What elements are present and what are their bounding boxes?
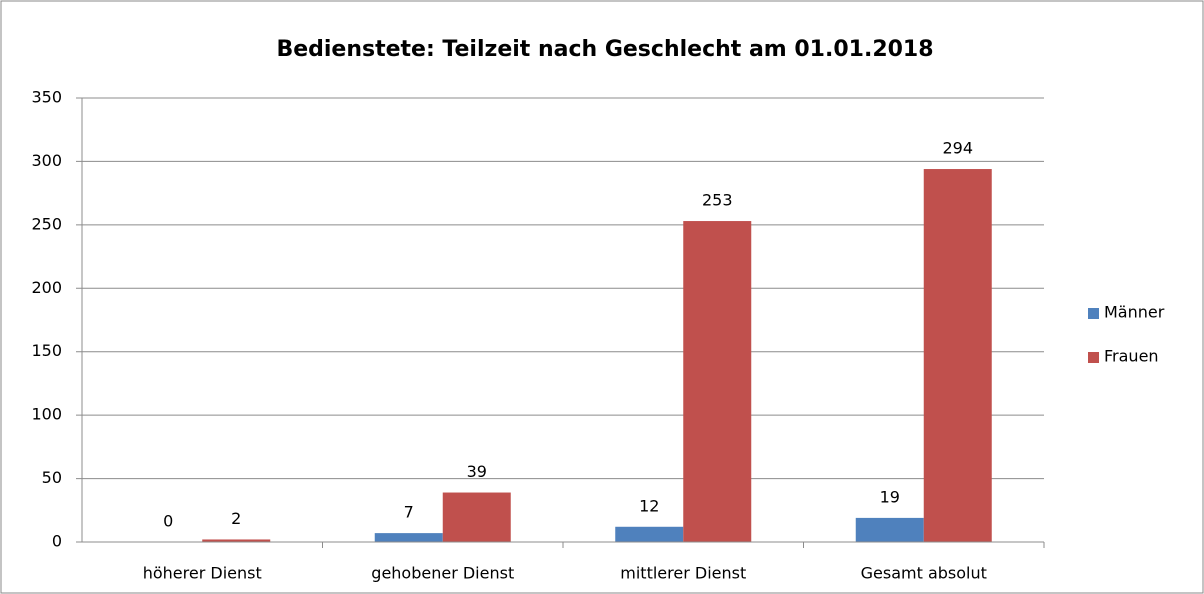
bar [374, 533, 443, 542]
y-tick-label: 300 [31, 151, 62, 170]
y-tick-label: 250 [31, 214, 62, 233]
data-label: 2 [231, 509, 241, 528]
data-label: 0 [163, 512, 173, 531]
data-label: 39 [467, 462, 487, 481]
bar [855, 517, 924, 542]
x-tick-label: gehobener Dienst [371, 564, 514, 583]
y-tick-label: 200 [31, 278, 62, 297]
bar [923, 169, 992, 543]
bar [202, 539, 271, 542]
data-label: 7 [404, 503, 414, 522]
legend-label: Männer [1104, 303, 1165, 322]
y-tick-label: 0 [52, 532, 62, 551]
bar [442, 492, 511, 542]
data-label: 12 [639, 496, 659, 515]
legend-swatch [1088, 352, 1099, 363]
x-tick-label: mittlerer Dienst [620, 564, 746, 583]
y-tick-label: 50 [42, 468, 62, 487]
chart-title: Bedienstete: Teilzeit nach Geschlecht am… [276, 37, 933, 62]
bar [683, 221, 752, 542]
y-tick-label: 150 [31, 341, 62, 360]
y-tick-label: 350 [31, 88, 62, 107]
legend-swatch [1088, 308, 1099, 319]
data-label: 294 [942, 139, 973, 158]
bar [615, 526, 684, 542]
x-tick-label: Gesamt absolut [861, 564, 987, 583]
y-tick-label: 100 [31, 405, 62, 424]
legend-label: Frauen [1104, 347, 1159, 366]
data-label: 253 [702, 191, 733, 210]
data-label: 19 [880, 487, 900, 506]
x-tick-label: höherer Dienst [143, 564, 262, 583]
